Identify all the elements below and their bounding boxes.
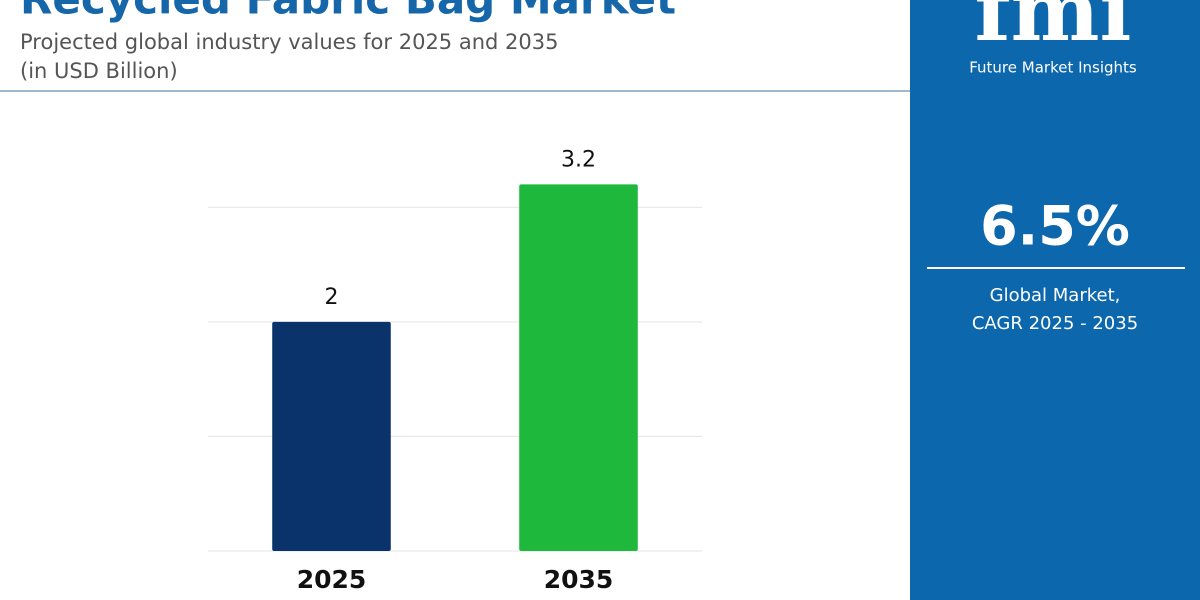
chart-subtitle: Projected global industry values for 202… xyxy=(20,30,558,54)
chart-title: Recycled Fabric Bag Market xyxy=(20,0,676,24)
side-panel xyxy=(910,0,1200,600)
x-tick-label: 2035 xyxy=(544,565,614,594)
value-label: 3.2 xyxy=(561,147,596,172)
brand-name: Future Market Insights xyxy=(969,59,1137,77)
value-label: 2 xyxy=(325,285,339,310)
cagr-caption: CAGR 2025 - 2035 xyxy=(972,313,1138,334)
bar xyxy=(272,321,391,551)
bar xyxy=(519,184,638,551)
chart-subtitle: (in USD Billion) xyxy=(20,59,178,83)
cagr-value: 6.5% xyxy=(980,195,1130,258)
x-tick-label: 2025 xyxy=(297,565,367,594)
cagr-caption: Global Market, xyxy=(990,285,1121,306)
logo: fmi xyxy=(975,0,1132,60)
